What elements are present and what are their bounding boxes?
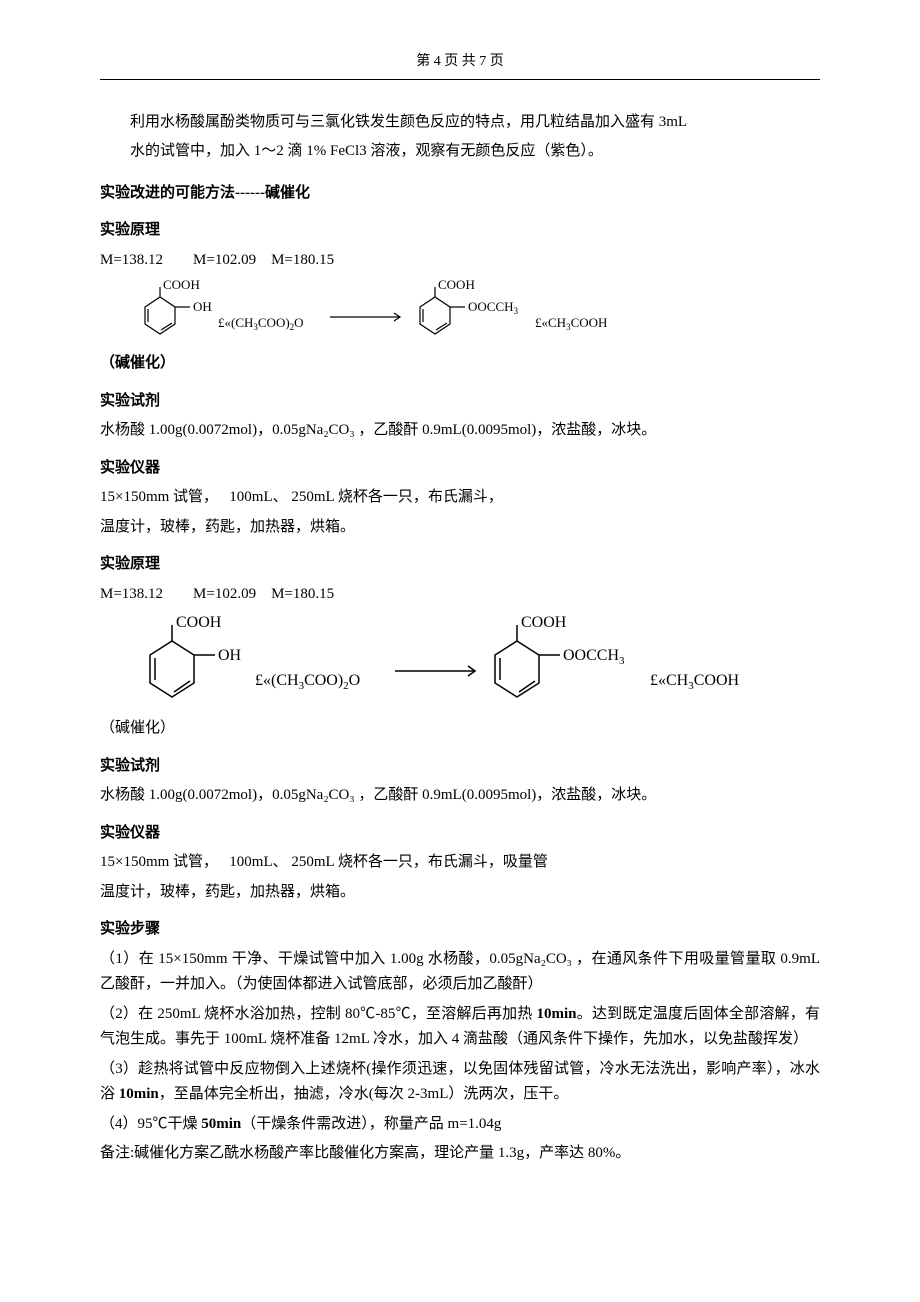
header-divider xyxy=(100,79,820,80)
note: 备注:碱催化方案乙酰水杨酸产率比酸催化方案高，理论产量 1.3g，产率达 80%… xyxy=(100,1141,820,1167)
cooh-label-lg-2: COOH xyxy=(521,614,567,631)
section1-apparatus-line1: 15×150mm 试管， 100mL、 250mL 烧杯各一只，布氏漏斗， xyxy=(100,485,820,511)
oh-label: OH xyxy=(193,299,212,314)
section2-mass-row: M=138.12 M=102.09 M=180.15 xyxy=(100,582,820,608)
section1-principle-title: 实验原理 xyxy=(100,218,820,244)
section1-mass-row: M=138.12 M=102.09 M=180.15 xyxy=(100,248,820,274)
section1-reagent-text: 水杨酸 1.00g(0.0072mol)，0.05gNa₂CO₃ ，乙酸酐 0.… xyxy=(100,418,820,444)
section1-reagent-title: 实验试剂 xyxy=(100,389,820,415)
section2-apparatus-line1: 15×150mm 试管， 100mL、 250mL 烧杯各一只，布氏漏斗，吸量管 xyxy=(100,850,820,876)
section2-steps-title: 实验步骤 xyxy=(100,917,820,943)
reaction-small: COOH OH £«(CH3COO)2O COOH OOCCH3 £«CH3CO… xyxy=(130,279,820,339)
reagent-label: £«(CH3COO)2O xyxy=(218,315,304,332)
step1: （1）在 15×150mm 干净、干燥试管中加入 1.00g 水杨酸，0.05g… xyxy=(100,947,820,998)
step3-b: 10min xyxy=(119,1086,159,1102)
cooh-label: COOH xyxy=(163,279,200,292)
section2-apparatus-line2: 温度计，玻棒，药匙，加热器，烘箱。 xyxy=(100,880,820,906)
step4: （4）95℃干燥 50min（干燥条件需改进），称量产品 m=1.04g xyxy=(100,1112,820,1138)
oocch3-label-lg: OOCCH3 xyxy=(563,647,625,667)
step3: （3）趁热将试管中反应物倒入上述烧杯(操作须迅速，以免固体残留试管，冷水无法洗出… xyxy=(100,1057,820,1108)
intro-line1: 利用水杨酸属酚类物质可与三氯化铁发生颜色反应的特点，用几粒结晶加入盛有 3mL xyxy=(100,110,820,136)
step2-a: （2）在 250mL 烧杯水浴加热，控制 80℃-85℃，至溶解后再加热 xyxy=(100,1006,537,1022)
step2: （2）在 250mL 烧杯水浴加热，控制 80℃-85℃，至溶解后再加热 10m… xyxy=(100,1002,820,1053)
cooh-label-2: COOH xyxy=(438,279,475,292)
step2-b: 10min xyxy=(537,1006,577,1022)
section1-catalysis-note: （碱催化） xyxy=(100,351,820,377)
page-header: 第 4 页 共 7 页 xyxy=(100,50,820,74)
product-label-lg: £«CH3COOH xyxy=(650,672,740,692)
step3-c: ，至晶体完全析出，抽滤，冷水(每次 2-3mL）洗两次，压干。 xyxy=(159,1086,569,1102)
oocch3-label: OOCCH3 xyxy=(468,299,519,316)
cooh-label-lg: COOH xyxy=(176,614,222,631)
step4-c: （干燥条件需改进），称量产品 m=1.04g xyxy=(241,1116,501,1132)
reaction-large: COOH OH £«(CH3COO)2O COOH OOCCH3 £«CH3CO… xyxy=(130,613,820,708)
section2-catalysis-note: （碱催化） xyxy=(100,716,820,742)
reagent-label-lg: £«(CH3COO)2O xyxy=(255,672,360,692)
step4-b: 50min xyxy=(201,1116,241,1132)
section2-apparatus-title: 实验仪器 xyxy=(100,821,820,847)
oh-label-lg: OH xyxy=(218,647,242,664)
section2-reagent-title: 实验试剂 xyxy=(100,754,820,780)
section2-principle-title: 实验原理 xyxy=(100,552,820,578)
step4-a: （4）95℃干燥 xyxy=(100,1116,201,1132)
intro-line2: 水的试管中，加入 1～2 滴 1% FeCl3 溶液，观察有无颜色反应（紫色）。 xyxy=(100,139,820,165)
section1-apparatus-title: 实验仪器 xyxy=(100,456,820,482)
section1-title: 实验改进的可能方法------碱催化 xyxy=(100,181,820,207)
section2-reagent-text: 水杨酸 1.00g(0.0072mol)，0.05gNa₂CO₃ ，乙酸酐 0.… xyxy=(100,783,820,809)
product-label: £«CH3COOH xyxy=(535,315,607,332)
section1-apparatus-line2: 温度计，玻棒，药匙，加热器，烘箱。 xyxy=(100,515,820,541)
